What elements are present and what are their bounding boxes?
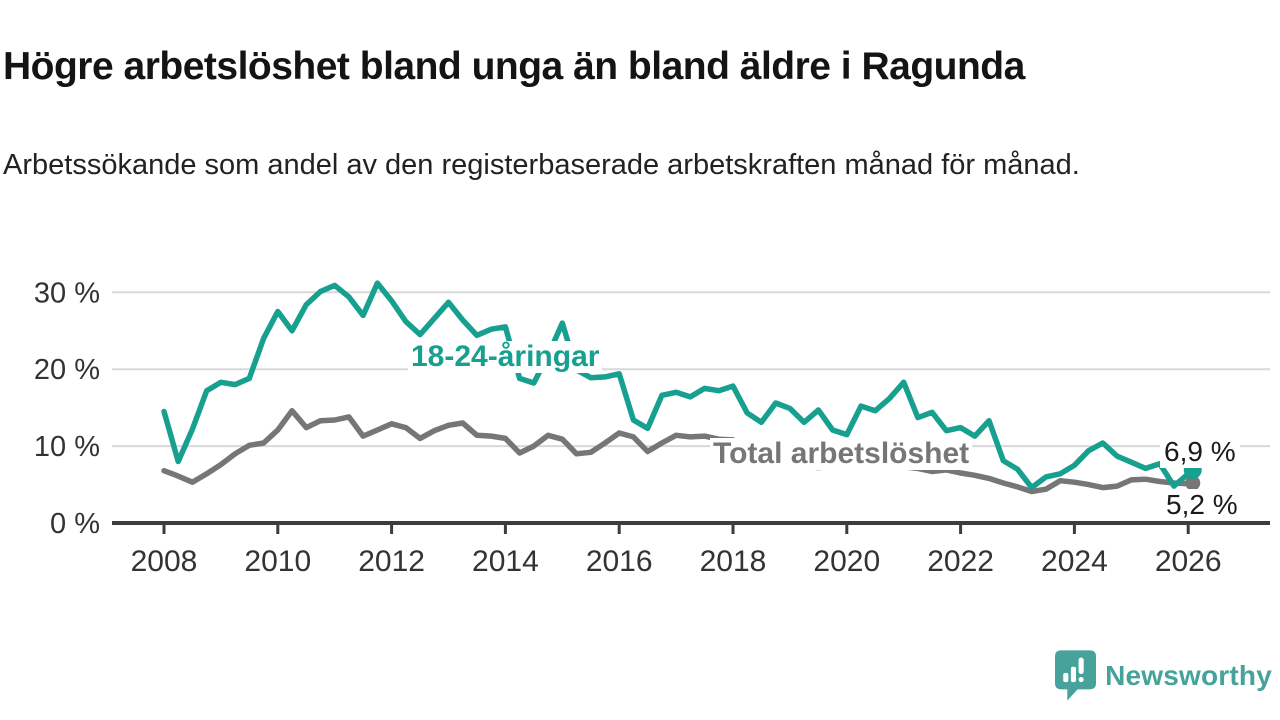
y-tick-label: 0 % bbox=[50, 508, 100, 540]
series-line bbox=[161, 280, 1196, 491]
logo-exclamation-bar bbox=[1078, 657, 1084, 674]
x-tick-label: 2014 bbox=[472, 545, 539, 578]
x-tick-label: 2010 bbox=[244, 545, 311, 578]
logo-exclamation-dot bbox=[1078, 677, 1084, 683]
y-tick-label: 20 % bbox=[34, 354, 100, 386]
y-tick-label: 10 % bbox=[34, 431, 100, 463]
x-tick-label: 2008 bbox=[131, 545, 198, 578]
end-value-label-total: 5,2 % bbox=[1162, 489, 1242, 521]
x-tick-label: 2020 bbox=[813, 545, 880, 578]
y-tick-label: 30 % bbox=[34, 277, 100, 309]
x-tick-label: 2024 bbox=[1041, 545, 1108, 578]
x-tick-label: 2018 bbox=[700, 545, 767, 578]
logo-bar-medium bbox=[1070, 666, 1077, 683]
newsworthy-logo[interactable]: Newsworthy bbox=[1055, 650, 1272, 702]
series-line bbox=[161, 407, 1196, 495]
logo-bar-small bbox=[1063, 672, 1069, 683]
x-tick-label: 2012 bbox=[358, 545, 425, 578]
chart-subtitle: Arbetssökande som andel av den registerb… bbox=[3, 149, 1080, 181]
page-title: Högre arbetslöshet bland unga än bland ä… bbox=[3, 45, 1025, 89]
newsworthy-logo-text: Newsworthy bbox=[1105, 660, 1272, 691]
x-tick-label: 2016 bbox=[586, 545, 653, 578]
series-end-dot bbox=[1185, 475, 1201, 491]
series-label-total: Total arbetslöshet bbox=[710, 438, 973, 470]
x-tick-label: 2026 bbox=[1155, 545, 1222, 578]
newsworthy-logo-icon bbox=[1055, 650, 1097, 701]
series-label-young: 18-24-åringar bbox=[408, 341, 603, 373]
x-tick-label: 2022 bbox=[927, 545, 994, 578]
end-value-label-young: 6,9 % bbox=[1160, 436, 1240, 468]
